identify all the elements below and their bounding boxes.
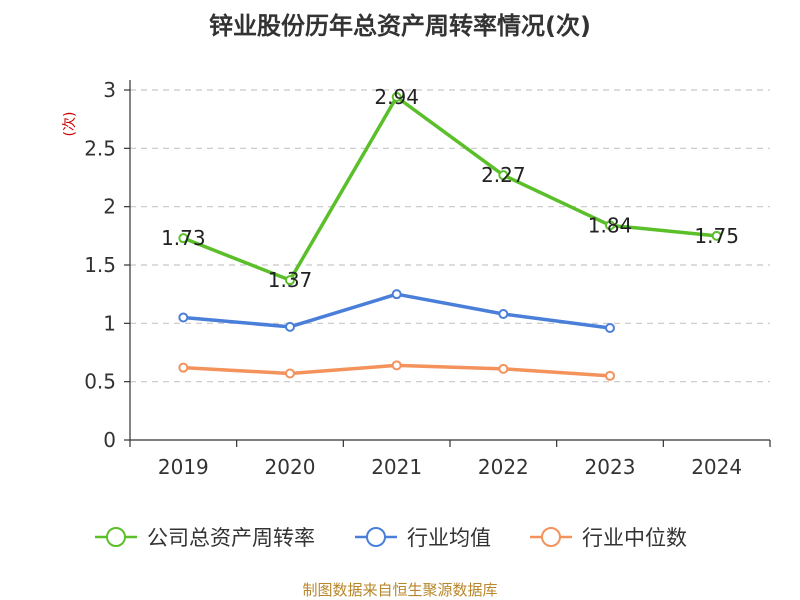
series-group xyxy=(178,92,722,381)
legend-marker xyxy=(106,527,126,547)
x-tick-label: 2021 xyxy=(371,455,422,479)
data-point xyxy=(285,368,295,379)
data-point xyxy=(178,312,189,323)
y-tick-label: 0 xyxy=(103,428,116,452)
data-label: 1.84 xyxy=(588,213,633,237)
data-label: 1.73 xyxy=(161,226,206,250)
legend-label: 行业均值 xyxy=(407,526,491,550)
data-point xyxy=(391,360,402,371)
data-label: 2.94 xyxy=(374,85,419,109)
data-point xyxy=(498,170,509,181)
x-tick-label: 2023 xyxy=(585,455,636,479)
grid-lines xyxy=(130,89,770,383)
data-point xyxy=(498,363,509,374)
x-tick-label: 2020 xyxy=(265,455,316,479)
y-tick-label: 2.5 xyxy=(84,136,116,160)
data-point xyxy=(498,309,509,319)
y-axis-unit: (次) xyxy=(62,112,78,137)
data-point xyxy=(285,275,295,286)
axes: 0 0.5 1 1.5 2 2.5 3 2019 2020 2021 2022 2023 2024 xyxy=(84,78,771,479)
data-point xyxy=(605,220,615,231)
legend-marker xyxy=(366,527,386,547)
source-note: 制图数据来自恒生聚源数据库 xyxy=(302,581,497,599)
data-point xyxy=(605,323,615,333)
y-tick-label: 0.5 xyxy=(84,370,116,394)
y-tick-label: 3 xyxy=(103,78,116,102)
y-tick-label: 2 xyxy=(103,195,116,219)
data-label: 2.27 xyxy=(481,163,526,187)
data-labels: 1.73 1.37 2.94 2.27 1.84 1.75 xyxy=(161,85,739,292)
y-tick-label: 1.5 xyxy=(84,253,116,277)
data-point xyxy=(711,230,722,241)
y-tick-label: 1 xyxy=(103,311,116,335)
data-point xyxy=(605,370,615,381)
legend-marker xyxy=(541,527,561,547)
chart-title: 锌业股份历年总资产周转率情况(次) xyxy=(209,12,591,40)
x-tick-label: 2024 xyxy=(691,455,742,479)
x-tick-label: 2022 xyxy=(478,455,529,479)
data-label: 1.37 xyxy=(268,268,313,292)
legend-label: 公司总资产周转率 xyxy=(147,526,315,550)
data-point xyxy=(391,289,402,300)
series-line xyxy=(182,95,717,282)
data-point xyxy=(285,321,295,332)
data-point xyxy=(391,92,402,102)
data-point xyxy=(178,362,189,373)
data-point xyxy=(178,233,189,244)
data-label: 1.75 xyxy=(694,224,739,248)
x-tick-label: 2019 xyxy=(158,455,209,479)
legend[interactable]: 公司总资产周转率 行业均值 行业中位数 xyxy=(95,526,687,550)
legend-label: 行业中位数 xyxy=(582,526,687,550)
